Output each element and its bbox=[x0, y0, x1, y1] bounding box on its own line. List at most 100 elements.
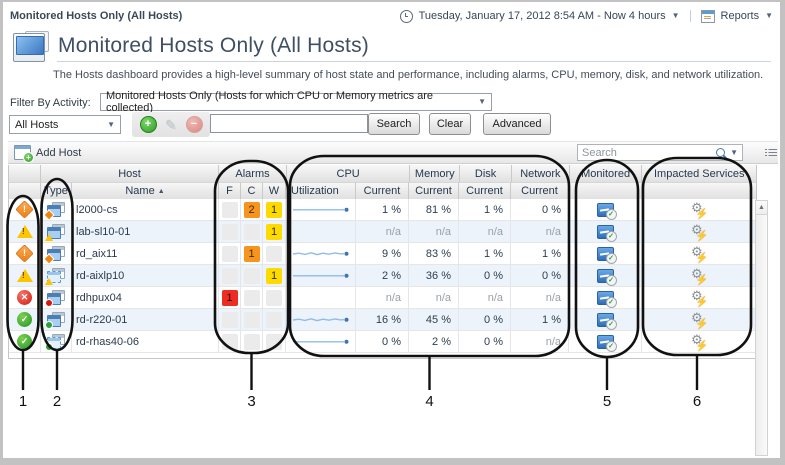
monitored-icon[interactable]: ✓ bbox=[596, 290, 617, 308]
critical-alarm-count[interactable]: 2 bbox=[243, 201, 260, 218]
host-name[interactable]: rd_aix11 bbox=[72, 243, 219, 264]
monitored-icon[interactable]: ✓ bbox=[596, 334, 617, 352]
table-row[interactable]: ✓ rd-r220-01 16 % 45 % 0 % 1 % ✓ ⚙ ⚡ bbox=[9, 309, 756, 331]
chevron-down-icon: ▼ bbox=[107, 119, 115, 129]
fatal-column-header[interactable]: F bbox=[219, 182, 241, 199]
table-row[interactable]: ! rd_aix11 1 9 % 83 % 1 % 1 % ✓ ⚙ ⚡ bbox=[9, 243, 756, 265]
host-name[interactable]: lab-sl10-01 bbox=[72, 221, 219, 242]
table-row[interactable]: ! l2000-cs 2 1 1 % 81 % 1 % 0 % ✓ ⚙ ⚡ bbox=[9, 199, 756, 221]
table-row[interactable]: ! rd-aixlp10 1 2 % 36 % 0 % 0 % ✓ ⚙ ⚡ bbox=[9, 265, 756, 287]
cpu-current-column-header[interactable]: Current bbox=[356, 182, 409, 199]
reports-menu[interactable]: Reports bbox=[720, 10, 760, 22]
time-range-label[interactable]: Tuesday, January 17, 2012 8:54 AM - Now … bbox=[418, 10, 666, 22]
type-column-header[interactable]: Type bbox=[41, 182, 72, 199]
host-name[interactable]: rd-r220-01 bbox=[72, 309, 219, 330]
disk-current-value: 1 % bbox=[459, 243, 511, 264]
table-customizer-icon[interactable] bbox=[765, 147, 777, 158]
host-type-icon bbox=[45, 312, 65, 329]
fatal-alarm-count bbox=[221, 333, 238, 350]
reports-caret-icon[interactable]: ▼ bbox=[765, 11, 773, 20]
add-host-button[interactable]: + Add Host bbox=[14, 145, 81, 163]
activity-filter-select[interactable]: Monitored Hosts Only (Hosts for which CP… bbox=[100, 90, 492, 114]
warning-alarm-count[interactable]: 1 bbox=[266, 201, 282, 218]
cpu-utilization-sparkline bbox=[292, 317, 348, 322]
host-name[interactable]: rd-rhas40-06 bbox=[72, 331, 219, 352]
chevron-down-icon: ▼ bbox=[478, 97, 486, 106]
memory-group-header[interactable]: Memory bbox=[410, 165, 461, 182]
warning-column-header[interactable]: W bbox=[263, 182, 286, 199]
type-status-overlay-icon bbox=[45, 299, 53, 307]
advanced-button[interactable]: Advanced bbox=[483, 113, 551, 135]
monitored-icon[interactable]: ✓ bbox=[596, 224, 617, 242]
critical-alarm-count bbox=[243, 311, 260, 328]
fatal-alarm-count bbox=[221, 201, 238, 218]
scroll-up-arrow-icon[interactable]: ▲ bbox=[756, 201, 767, 215]
monitored-icon[interactable]: ✓ bbox=[596, 268, 617, 286]
type-status-overlay-icon bbox=[45, 278, 53, 285]
impacted-services-icon[interactable]: ⚙ ⚡ bbox=[691, 332, 708, 352]
time-range-icon bbox=[399, 9, 413, 23]
impacted-services-icon[interactable]: ⚙ ⚡ bbox=[691, 266, 708, 286]
critical-alarm-count[interactable]: 1 bbox=[243, 245, 260, 262]
search-button[interactable]: Search bbox=[368, 113, 420, 135]
host-filter-input[interactable] bbox=[210, 114, 368, 133]
host-name[interactable]: rdhpux04 bbox=[72, 287, 219, 308]
table-row[interactable]: ! lab-sl10-01 1 n/a n/a n/a n/a ✓ ⚙ ⚡ bbox=[9, 221, 756, 243]
search-options-caret-icon[interactable]: ▼ bbox=[730, 147, 738, 157]
scope-select[interactable]: All Hosts ▼ bbox=[9, 115, 121, 134]
time-range-caret-icon[interactable]: ▼ bbox=[671, 11, 680, 20]
cpu-current-value: 2 % bbox=[356, 265, 409, 286]
impacted-services-icon[interactable]: ⚙ ⚡ bbox=[691, 200, 708, 220]
warning-alarm-count bbox=[266, 289, 282, 306]
warning-alarm-count[interactable]: 1 bbox=[266, 223, 282, 240]
breadcrumb[interactable]: Monitored Hosts Only (All Hosts) bbox=[10, 10, 183, 22]
network-group-header[interactable]: Network bbox=[512, 165, 570, 182]
sort-ascending-icon: ▲ bbox=[157, 187, 165, 195]
host-type-icon bbox=[43, 246, 65, 264]
fatal-alarm-count[interactable]: 1 bbox=[221, 289, 238, 306]
table-row[interactable]: ✕ rdhpux04 1 n/a n/a n/a n/a ✓ ⚙ ⚡ bbox=[9, 287, 756, 309]
cpu-current-value: n/a bbox=[356, 221, 409, 242]
impacted-services-column-header[interactable]: Impacted Services bbox=[653, 167, 745, 180]
alarms-group-header[interactable]: Alarms bbox=[219, 165, 287, 182]
disk-group-header[interactable]: Disk bbox=[460, 165, 512, 182]
critical-column-header[interactable]: C bbox=[241, 182, 263, 199]
type-status-overlay-icon bbox=[45, 321, 53, 329]
impacted-services-icon[interactable]: ⚙ ⚡ bbox=[691, 288, 708, 308]
fatal-alarm-count bbox=[221, 267, 238, 284]
critical-alarm-count bbox=[243, 223, 260, 240]
network-current-value: 1 % bbox=[511, 243, 569, 264]
memory-current-column-header[interactable]: Current bbox=[409, 182, 459, 199]
table-toolbar: + Add Host Search ▼ bbox=[8, 141, 778, 164]
impacted-services-icon[interactable]: ⚙ ⚡ bbox=[691, 222, 708, 242]
table-group-header-row: Host Alarms CPU Memory Disk Network Moni… bbox=[9, 165, 756, 182]
host-group-header[interactable]: Host bbox=[41, 165, 220, 182]
network-current-value: 0 % bbox=[511, 265, 569, 286]
monitored-icon[interactable]: ✓ bbox=[596, 312, 617, 330]
disk-current-value: 0 % bbox=[459, 265, 511, 286]
table-row[interactable]: ✓ rd-rhas40-06 0 % 2 % 0 % n/a ✓ ⚙ ⚡ bbox=[9, 331, 756, 353]
edit-scope-button: ✎ bbox=[165, 116, 177, 133]
host-name[interactable]: rd-aixlp10 bbox=[72, 265, 219, 286]
lightning-icon: ⚡ bbox=[695, 208, 708, 220]
clear-button[interactable]: Clear bbox=[429, 113, 471, 135]
impacted-services-icon[interactable]: ⚙ ⚡ bbox=[691, 310, 708, 330]
disk-current-column-header[interactable]: Current bbox=[459, 182, 511, 199]
warning-alarm-count[interactable]: 1 bbox=[266, 267, 282, 284]
utilization-column-header[interactable]: Utilization bbox=[286, 182, 356, 199]
impacted-services-icon[interactable]: ⚙ ⚡ bbox=[691, 244, 708, 264]
lightning-icon: ⚡ bbox=[695, 340, 708, 352]
host-type-icon bbox=[45, 224, 65, 241]
monitored-column-header[interactable]: Monitored bbox=[570, 165, 643, 182]
lightning-icon: ⚡ bbox=[695, 230, 708, 242]
host-name[interactable]: l2000-cs bbox=[72, 199, 219, 220]
cpu-group-header[interactable]: CPU bbox=[287, 165, 411, 182]
monitored-icon[interactable]: ✓ bbox=[596, 202, 617, 220]
vertical-scrollbar[interactable]: ▲ bbox=[755, 200, 768, 456]
add-scope-button[interactable]: + bbox=[139, 116, 157, 133]
name-column-header[interactable]: Name ▲ bbox=[72, 182, 219, 199]
lightning-icon: ⚡ bbox=[695, 296, 708, 308]
network-current-column-header[interactable]: Current bbox=[511, 182, 569, 199]
monitored-icon[interactable]: ✓ bbox=[596, 246, 617, 264]
table-search-input[interactable]: Search ▼ bbox=[577, 144, 743, 161]
